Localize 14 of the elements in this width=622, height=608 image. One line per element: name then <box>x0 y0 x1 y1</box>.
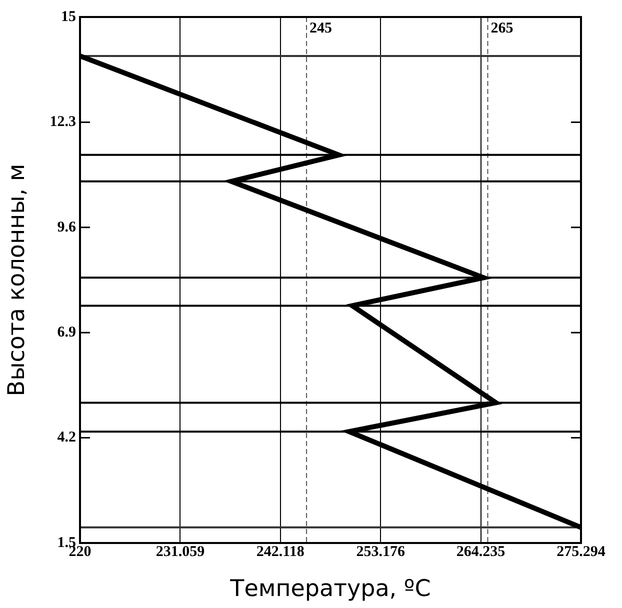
y-axis-title: Высота колонны, м <box>4 164 30 396</box>
x-tick-label: 231.059 <box>156 544 205 560</box>
x-tick-label: 275.294 <box>556 544 606 560</box>
y-tick-label: 6.9 <box>57 324 76 340</box>
ref-line-label: 245 <box>310 20 332 36</box>
x-tick-label: 253.176 <box>356 544 406 560</box>
y-tick-label: 12.3 <box>50 114 76 130</box>
x-tick-label: 242.118 <box>256 544 304 560</box>
x-tick-label: 264.235 <box>456 544 506 560</box>
ref-line-label: 265 <box>490 20 514 36</box>
x-axis-title: Температура, ºС <box>229 576 431 602</box>
y-tick-label: 15 <box>61 8 76 25</box>
y-tick-label: 4.2 <box>57 430 76 446</box>
y-tick-label: 9.6 <box>57 219 76 236</box>
